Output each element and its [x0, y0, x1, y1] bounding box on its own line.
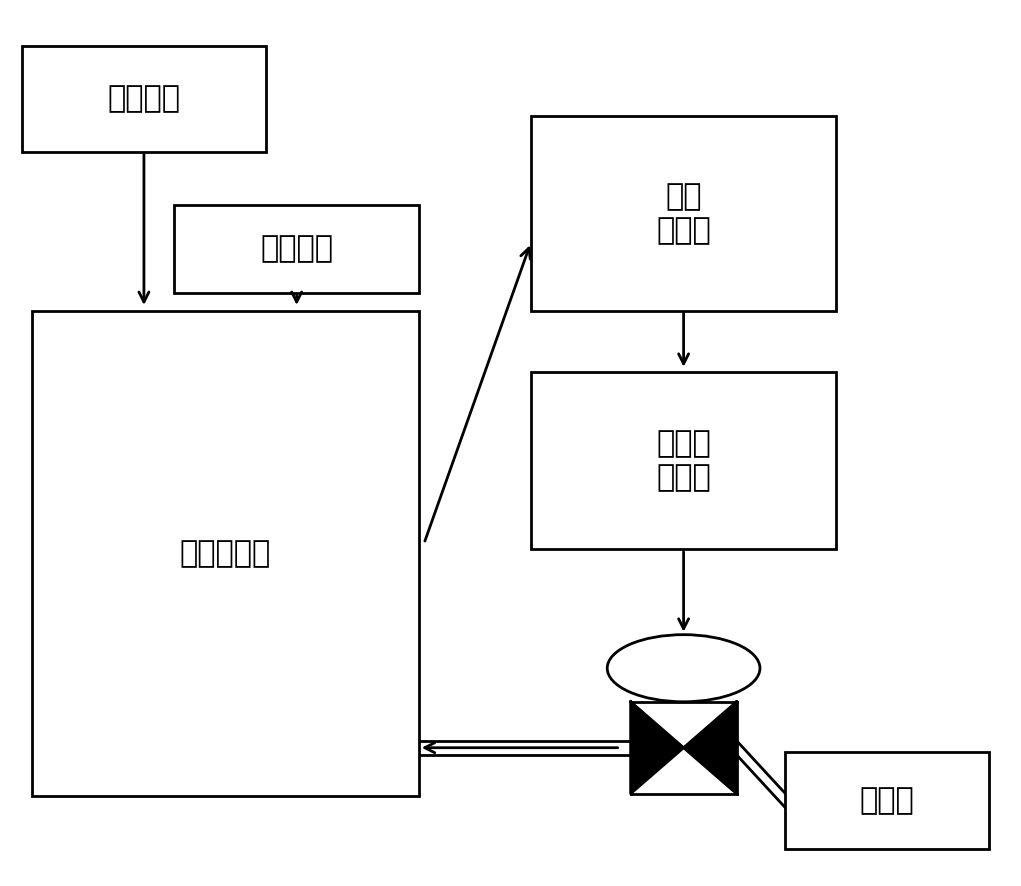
Bar: [531, 116, 836, 310]
Text: 在线
分析仪: 在线 分析仪: [657, 182, 711, 245]
Text: 信号反
馈控制: 信号反 馈控制: [657, 430, 711, 492]
Ellipse shape: [607, 634, 760, 702]
Polygon shape: [631, 702, 684, 794]
Bar: [21, 45, 266, 152]
Bar: [531, 372, 836, 549]
Polygon shape: [684, 702, 736, 794]
Bar: [32, 310, 419, 797]
Bar: [785, 752, 989, 850]
Text: 酵化反应器: 酵化反应器: [180, 539, 271, 568]
Text: 酒精原料: 酒精原料: [107, 84, 181, 113]
Bar: [175, 205, 419, 293]
Text: 醛酸原料: 醛酸原料: [260, 234, 333, 263]
Text: 催化剂: 催化剂: [860, 786, 915, 815]
